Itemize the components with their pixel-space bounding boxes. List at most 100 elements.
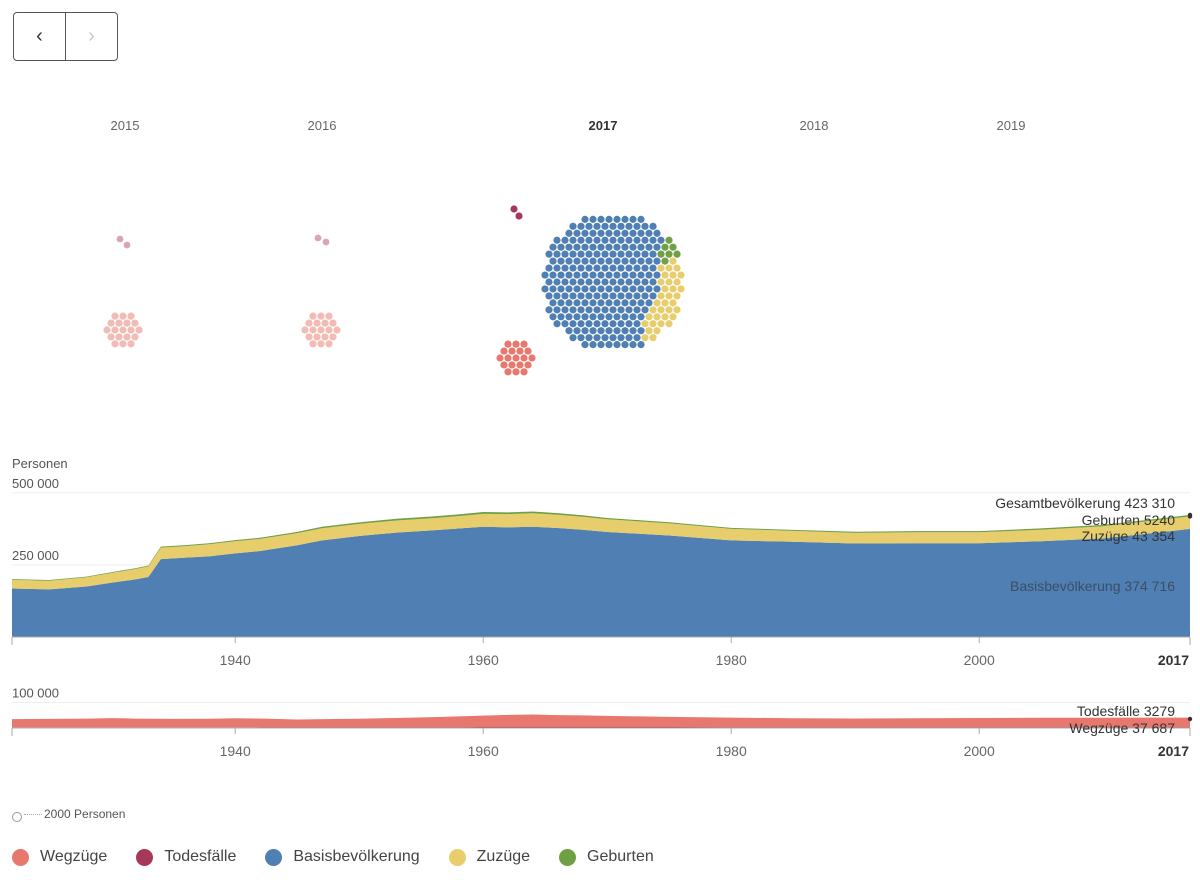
- population-dot: [669, 257, 677, 265]
- y-tick-label: 500 000: [12, 476, 59, 491]
- population-dot: [321, 319, 329, 327]
- population-dot: [633, 306, 641, 314]
- previous-year-button[interactable]: ‹: [14, 13, 66, 60]
- x-tick-label: 1960: [468, 743, 499, 759]
- population-dot: [601, 250, 609, 258]
- population-dot: [593, 334, 601, 342]
- population-dot: [665, 250, 673, 258]
- population-dot: [585, 278, 593, 286]
- population-dot: [653, 313, 661, 321]
- population-dot: [333, 326, 341, 334]
- timeline-year-2016[interactable]: 2016: [308, 118, 337, 133]
- timeline-year-2018[interactable]: 2018: [800, 118, 829, 133]
- population-dot: [565, 285, 573, 293]
- population-dot: [581, 285, 589, 293]
- legend-item-wegzuege: Wegzüge: [12, 848, 107, 866]
- population-dot: [621, 313, 629, 321]
- population-dot: [629, 285, 637, 293]
- chevron-left-icon: ‹: [36, 25, 43, 47]
- legend-dot-icon: [559, 848, 577, 866]
- population-dot: [577, 334, 585, 342]
- population-dot: [520, 368, 528, 376]
- population-dot: [637, 327, 645, 335]
- series-end-label: Zuzüge 43 354: [1082, 528, 1176, 544]
- population-dot: [613, 243, 621, 251]
- population-dot: [329, 333, 337, 341]
- population-dot: [573, 257, 581, 265]
- population-dot: [549, 285, 557, 293]
- population-dot: [609, 264, 617, 272]
- population-dot: [641, 264, 649, 272]
- population-dot: [573, 299, 581, 307]
- population-dot: [553, 306, 561, 314]
- population-dot: [593, 292, 601, 300]
- population-dot: [577, 222, 585, 230]
- legend-label: Basisbevölkerung: [293, 848, 420, 865]
- population-dot: [565, 313, 573, 321]
- population-dot: [581, 257, 589, 265]
- population-dot: [673, 278, 681, 286]
- population-dot: [613, 271, 621, 279]
- population-dot: [657, 292, 665, 300]
- population-dot: [581, 327, 589, 335]
- population-dot: [609, 278, 617, 286]
- y-axis-label: Personen: [12, 456, 68, 471]
- legend-label: Geburten: [587, 848, 654, 865]
- population-dot: [653, 271, 661, 279]
- population-dot: [589, 285, 597, 293]
- population-dot: [569, 320, 577, 328]
- legend-item-geburten: Geburten: [559, 848, 654, 866]
- population-dot: [569, 236, 577, 244]
- population-dot: [593, 320, 601, 328]
- population-dot: [561, 236, 569, 244]
- population-dot: [107, 319, 115, 327]
- population-dot: [573, 243, 581, 251]
- population-dot: [565, 257, 573, 265]
- population-dot: [669, 271, 677, 279]
- legend-dot-icon: [12, 848, 29, 866]
- timeline-year-2017[interactable]: 2017: [589, 118, 618, 133]
- population-dot: [645, 243, 653, 251]
- population-dot: [329, 319, 337, 327]
- population-dot: [605, 257, 613, 265]
- population-dot: [541, 285, 549, 293]
- area-chart-1: 100 000 1940 1960 1980 2000 2017 Todesfälle 32…: [11, 686, 1193, 759]
- legend: Wegzüge Todesfälle Basisbevölkerung Zuzü…: [12, 848, 683, 866]
- population-dot: [613, 299, 621, 307]
- area-series-zuzüge: [12, 513, 1190, 590]
- population-dot: [553, 264, 561, 272]
- timeline-year-2019[interactable]: 2019: [997, 118, 1026, 133]
- population-dot: [649, 292, 657, 300]
- series-end-label: Todesfälle 3279: [1077, 703, 1175, 719]
- population-dot: [645, 271, 653, 279]
- population-dot: [309, 312, 317, 320]
- population-dot: [601, 236, 609, 244]
- population-dot: [585, 320, 593, 328]
- population-dot: [645, 313, 653, 321]
- population-dot: [641, 334, 649, 342]
- population-dot: [581, 299, 589, 307]
- population-dot: [665, 306, 673, 314]
- population-dot: [657, 250, 665, 258]
- population-dot: [605, 299, 613, 307]
- population-dot: [500, 361, 508, 369]
- population-dot: [549, 313, 557, 321]
- population-dot: [661, 271, 669, 279]
- population-dot: [625, 222, 633, 230]
- population-dot: [597, 285, 605, 293]
- population-dot: [617, 306, 625, 314]
- population-dot: [313, 333, 321, 341]
- population-dot: [528, 354, 536, 362]
- population-dot: [524, 361, 532, 369]
- population-dot: [557, 299, 565, 307]
- population-dot: [601, 278, 609, 286]
- population-dot: [637, 299, 645, 307]
- next-year-button[interactable]: ›: [66, 13, 117, 60]
- timeline-year-2015[interactable]: 2015: [111, 118, 140, 133]
- population-dot: [516, 361, 524, 369]
- population-dot: [577, 264, 585, 272]
- population-dot: [605, 285, 613, 293]
- population-dot: [609, 320, 617, 328]
- population-dot: [673, 292, 681, 300]
- population-dot: [669, 285, 677, 293]
